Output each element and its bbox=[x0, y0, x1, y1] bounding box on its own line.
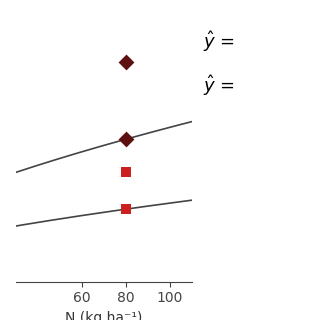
Text: $\hat{y}$ =: $\hat{y}$ = bbox=[203, 74, 235, 98]
Point bbox=[124, 207, 129, 212]
Point bbox=[124, 169, 129, 174]
Point bbox=[124, 137, 129, 142]
Point bbox=[124, 59, 129, 64]
X-axis label: N (kg ha⁻¹): N (kg ha⁻¹) bbox=[65, 311, 143, 320]
Text: $\hat{y}$ =: $\hat{y}$ = bbox=[203, 29, 235, 53]
